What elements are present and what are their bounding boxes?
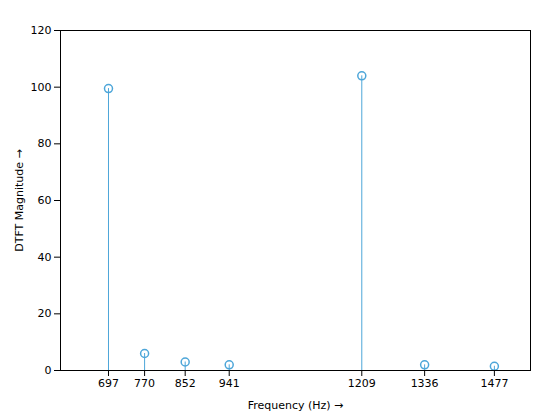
svg-text:Frequency (Hz) →: Frequency (Hz) → xyxy=(248,399,344,412)
svg-text:0: 0 xyxy=(45,364,52,377)
svg-text:1336: 1336 xyxy=(411,377,439,390)
svg-text:120: 120 xyxy=(31,24,52,37)
svg-text:1477: 1477 xyxy=(480,377,508,390)
svg-text:770: 770 xyxy=(134,377,155,390)
svg-text:40: 40 xyxy=(38,251,52,264)
svg-text:20: 20 xyxy=(38,307,52,320)
svg-text:80: 80 xyxy=(38,137,52,150)
svg-text:941: 941 xyxy=(219,377,240,390)
svg-text:1209: 1209 xyxy=(348,377,376,390)
svg-text:697: 697 xyxy=(98,377,119,390)
svg-text:100: 100 xyxy=(31,81,52,94)
svg-text:DTFT Magnitude →: DTFT Magnitude → xyxy=(13,149,26,252)
svg-text:60: 60 xyxy=(38,194,52,207)
svg-text:852: 852 xyxy=(175,377,196,390)
